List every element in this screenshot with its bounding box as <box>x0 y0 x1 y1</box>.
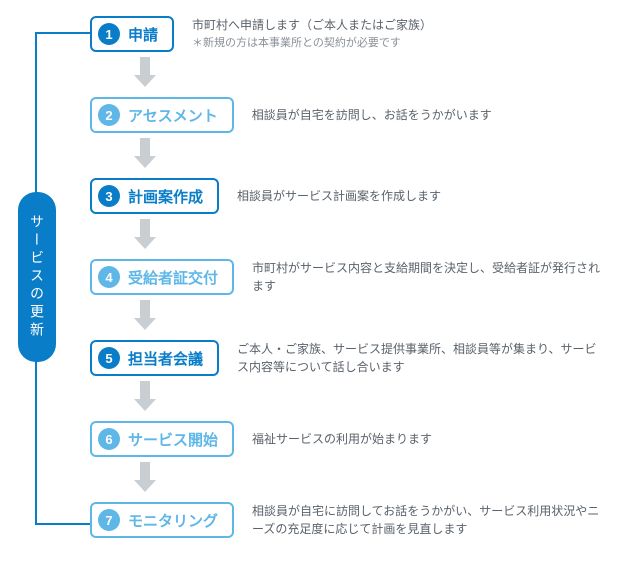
arrow-down-icon <box>90 52 602 97</box>
step-title: 担当者会議 <box>128 348 203 369</box>
step-description-sub: ＊新規の方は本事業所との契約が必要です <box>192 35 432 52</box>
step-number-badge: 2 <box>98 104 120 126</box>
arrow-down-icon <box>90 133 602 178</box>
flowchart-container: サービスの更新 1 申請 市町村へ申請します（ご本人またはご家族）＊新規の方は本事業… <box>0 0 618 554</box>
step-row: 7 モニタリング 相談員が自宅に訪問してお話をうかがい、サービス利用状況やニーズの充… <box>90 502 602 538</box>
arrow-down-icon <box>90 457 602 502</box>
step-row: 2 アセスメント 相談員が自宅を訪問し、お話をうかがいます <box>90 97 602 133</box>
step-description: 福祉サービスの利用が始まります <box>252 430 432 448</box>
step-box: 2 アセスメント <box>90 97 234 133</box>
step-box: 1 申請 <box>90 16 174 52</box>
step-description: 市町村へ申請します（ご本人またはご家族）＊新規の方は本事業所との契約が必要です <box>192 16 432 52</box>
step-row: 3 計画案作成 相談員がサービス計画案を作成します <box>90 178 602 214</box>
step-number-badge: 7 <box>98 509 120 531</box>
step-description: ご本人・ご家族、サービス提供事業所、相談員等が集まり、サービス内容等について話し… <box>237 340 602 376</box>
step-box: 6 サービス開始 <box>90 421 234 457</box>
step-title: アセスメント <box>128 105 218 126</box>
step-number-badge: 4 <box>98 266 120 288</box>
step-number-badge: 5 <box>98 347 120 369</box>
step-box: 3 計画案作成 <box>90 178 219 214</box>
arrow-down-icon <box>90 214 602 259</box>
step-description: 相談員が自宅を訪問し、お話をうかがいます <box>252 106 492 124</box>
arrow-down-icon <box>90 376 602 421</box>
step-title: 受給者証交付 <box>128 267 218 288</box>
step-description: 市町村がサービス内容と支給期間を決定し、受給者証が発行されます <box>252 259 602 295</box>
step-title: 申請 <box>128 24 158 45</box>
step-row: 5 担当者会議 ご本人・ご家族、サービス提供事業所、相談員等が集まり、サービス内容等… <box>90 340 602 376</box>
step-box: 5 担当者会議 <box>90 340 219 376</box>
step-number-badge: 6 <box>98 428 120 450</box>
step-title: 計画案作成 <box>128 186 203 207</box>
step-number-badge: 3 <box>98 185 120 207</box>
step-description: 相談員がサービス計画案を作成します <box>237 187 441 205</box>
step-number-badge: 1 <box>98 23 120 45</box>
arrow-down-icon <box>90 295 602 340</box>
step-row: 4 受給者証交付 市町村がサービス内容と支給期間を決定し、受給者証が発行されます <box>90 259 602 295</box>
loop-label: サービスの更新 <box>18 192 56 362</box>
steps-list: 1 申請 市町村へ申請します（ご本人またはご家族）＊新規の方は本事業所との契約が必要… <box>90 16 602 538</box>
step-title: モニタリング <box>128 510 218 531</box>
step-description: 相談員が自宅に訪問してお話をうかがい、サービス利用状況やニーズの充足度に応じて計… <box>252 502 602 538</box>
step-title: サービス開始 <box>128 429 218 450</box>
step-box: 7 モニタリング <box>90 502 234 538</box>
step-box: 4 受給者証交付 <box>90 259 234 295</box>
step-row: 6 サービス開始 福祉サービスの利用が始まります <box>90 421 602 457</box>
step-row: 1 申請 市町村へ申請します（ご本人またはご家族）＊新規の方は本事業所との契約が必要… <box>90 16 602 52</box>
